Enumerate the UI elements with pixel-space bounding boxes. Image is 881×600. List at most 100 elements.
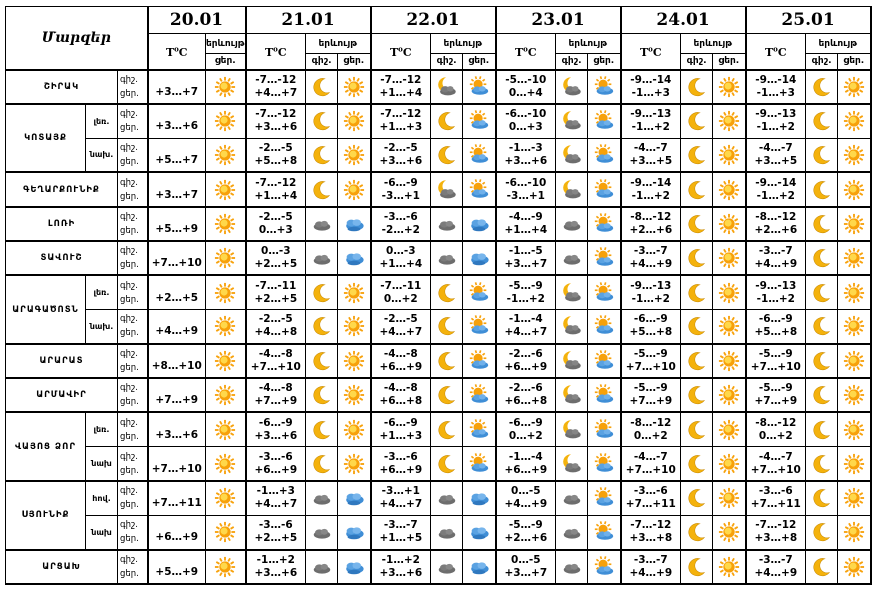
moon-icon [688,146,705,165]
cloud-icon [563,529,580,539]
weather-night-cell [555,206,589,242]
weather-day-cell [837,206,872,242]
region-name: ԱՐՑԱԽ [5,549,118,585]
moon-icon [688,317,705,336]
temp-range-cell: -6…-9 +5…+8 [745,309,807,345]
sun-icon [718,248,739,269]
temp-range-cell: -2…-5 +4…+7 [370,309,432,345]
weather-night-cell [305,137,339,174]
sun-cloud-icon [594,487,613,507]
sun-icon [215,213,236,234]
weather-day-cell [462,171,497,208]
weather-night-cell [430,171,464,208]
region-row: նախ. գիշ. ցեր. +4…+9 -2…-5 +4…+8 -2…-5 +4…+7 -1…… [6,309,872,345]
day-temp: +3…+6 [379,154,423,167]
region-label: ԼՈՌԻ [47,218,76,229]
sun-cloud-icon [469,418,488,438]
night-temp: -9…-13 [630,108,672,121]
weather-day-cell [462,103,497,139]
temp-range-cell: -9…-14 -1…+2 [620,171,682,208]
weather-day-cell [587,309,622,345]
night-temp: 0…-5 [511,485,541,498]
day-temp: +7…+11 [625,498,676,511]
night-col-header: գիշ. [555,53,589,71]
temp-range-cell: -4…-7 +3…+5 [620,137,682,174]
sun-cloud-icon [469,144,488,163]
sun-icon [343,419,364,440]
region-row: ԱՐՑԱԽ գիշ. ցեր. +5…+9 -1…+2 +3…+6 -1…+2 +3…+6 0…… [5,549,872,585]
cloud-moon-icon [562,385,581,404]
sun-cloud-icon [594,384,613,404]
day-temp: +2…+5 [254,258,298,271]
weather-day-cell [587,68,622,105]
night-temp: -8…-12 [755,416,797,429]
night-temp: -2…-6 [508,348,543,361]
cloud-icon [438,255,455,265]
weather-day-cell [204,343,247,380]
weather-day-cell [204,68,247,105]
regions-header: Մարզեր [5,6,149,71]
moon-icon [438,112,455,131]
temp-range-cell: -1…+3 +4…+7 [245,480,307,516]
weather-night-cell [305,171,339,208]
night-temp: -5…-9 [633,348,668,361]
temp-day-cell: +7…+9 [147,377,206,414]
weather-night-cell [680,171,714,208]
night-day-label: գիշ. ցեր. [117,377,149,414]
sun-icon [843,556,864,577]
sun-icon [843,76,864,97]
temp-range-cell: -1…-3 +3…+6 [495,137,557,174]
sun-icon [215,488,236,509]
weather-day-cell [837,480,872,516]
weather-day-cell [204,309,247,345]
night-temp: -7…-12 [630,519,672,532]
sun-icon [215,350,236,372]
night-temp: -9…-14 [755,73,797,86]
sun-cloud-icon [594,555,613,575]
day-temp: -1…+2 [631,292,670,305]
night-temp: -9…-14 [630,176,672,189]
weather-night-cell [430,68,464,105]
weather-night-cell [555,137,589,174]
sun-icon [718,111,739,132]
clouds-icon [471,219,489,232]
night-temp: -3…-7 [633,245,668,258]
weather-night-cell [805,343,839,380]
sun-icon [843,248,864,269]
weather-night-cell [305,343,339,380]
day-temp: +4…+7 [504,326,548,339]
moon-icon [813,352,830,371]
weather-day-cell [587,549,622,585]
night-temp: -5…-9 [508,279,543,292]
temp-range-cell: -1…-4 +4…+7 [495,309,557,345]
temp-day-cell: +7…+10 [147,446,206,483]
weather-day-cell [587,206,622,242]
night-temp: -9…-13 [755,279,797,292]
temp-range-cell: -4…-8 +7…+10 [245,343,307,380]
night-temp: -3…-6 [258,519,293,532]
temp-range-cell: -9…-14 -1…+3 [745,68,807,105]
temp-day-cell: +6…+9 [147,514,206,551]
night-temp: -4…-8 [383,382,418,395]
night-day-label: գիշ. ցեր. [117,514,149,551]
clouds-icon [471,253,489,266]
temp-range-cell: 0…-5 +4…+9 [495,480,557,516]
temp-symbol: ToC [389,43,412,59]
moon-icon [438,352,455,371]
night-temp: -1…+2 [381,553,420,566]
sun-icon [843,282,864,303]
weather-col-header: երևույթ [555,33,622,54]
night-temp: -5…-10 [505,73,547,86]
temp-range-cell: -3…-6 +7…+11 [620,480,682,516]
weather-night-cell [680,514,714,551]
day-temp: -1…+2 [631,121,670,134]
moon-icon [813,77,830,96]
weather-night-cell [430,514,464,551]
moon-icon [313,283,330,302]
cloud-moon-icon [437,179,456,198]
night-temp: -7…-12 [255,108,297,121]
weather-night-cell [555,549,589,585]
weather-day-cell [837,240,872,277]
weather-day-cell [337,549,372,585]
moon-icon [688,112,705,131]
